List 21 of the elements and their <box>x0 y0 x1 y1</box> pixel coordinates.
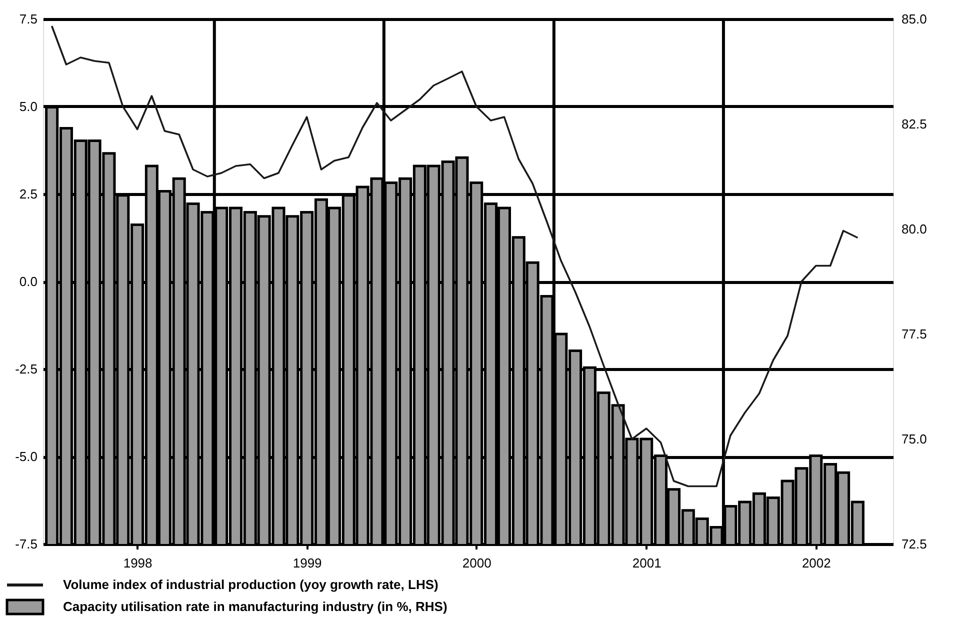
x-tick-label: 2000 <box>462 556 492 570</box>
legend-label: Volume index of industrial production (yoy growth rate, LHS) <box>63 577 438 592</box>
y-tick-label: 7.5 <box>19 12 38 26</box>
y-tick-label: -5.0 <box>15 449 38 464</box>
y-tick-label: -7.5 <box>15 536 38 552</box>
x-tick-label: 2002 <box>802 556 831 570</box>
y-tick-label: 0.0 <box>19 274 38 289</box>
y2-tick-label: 82.5 <box>902 116 927 132</box>
x-tick-label: 1999 <box>292 556 322 570</box>
y2-tick-label: 80.0 <box>902 222 927 236</box>
y2-tick-label: 77.5 <box>902 326 927 342</box>
y-tick-label: -2.5 <box>15 362 38 376</box>
y2-tick-label: 75.0 <box>902 432 927 446</box>
legend-label: Capacity utilisation rate in manufacturing industry (in %, RHS) <box>63 599 448 614</box>
y2-tick-label: 85.0 <box>902 12 927 26</box>
y-tick-label: 5.0 <box>19 99 38 114</box>
y2-tick-label: 72.5 <box>902 536 927 552</box>
x-tick-label: 2001 <box>632 556 662 570</box>
y-tick-label: 2.5 <box>19 186 38 202</box>
x-tick-label: 1998 <box>123 556 152 570</box>
line-series <box>50 25 859 488</box>
